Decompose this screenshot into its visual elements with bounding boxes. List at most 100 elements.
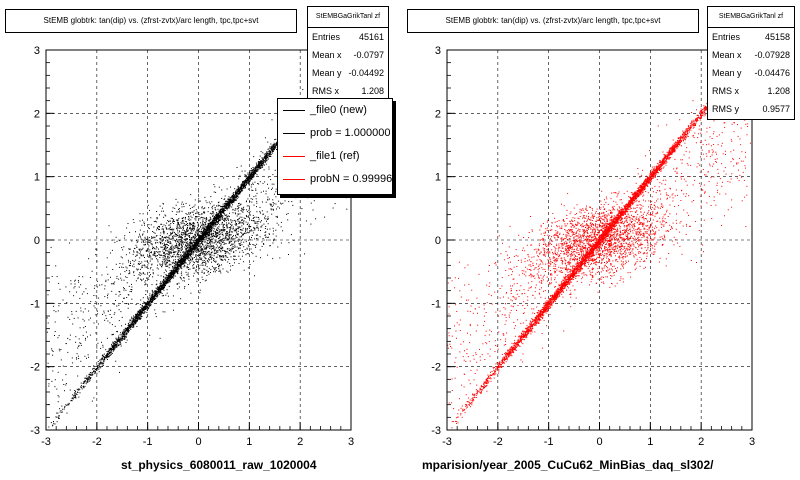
data-point [269,152,271,154]
data-point [103,362,104,364]
data-point [143,278,144,280]
data-point [203,250,204,252]
data-point [121,247,123,249]
data-point [196,235,198,237]
data-point [252,172,254,174]
data-point [280,221,282,223]
data-point [307,197,309,199]
data-point [134,319,136,321]
data-point [207,234,209,236]
data-point [125,334,127,336]
data-point [155,313,157,315]
data-point [159,226,160,228]
data-point [222,203,224,205]
data-point [152,273,154,275]
data-point [269,147,271,149]
data-point [238,238,240,240]
data-point [206,247,207,249]
data-point [67,316,69,318]
data-point [189,231,191,233]
data-point [222,240,224,242]
data-point [253,244,255,246]
data-point [189,243,191,245]
data-point [178,263,180,265]
data-point [256,164,258,166]
data-point [244,184,246,186]
data-point [112,347,114,349]
data-point [209,247,211,249]
data-point [145,241,147,243]
data-point [189,243,191,245]
data-point [274,139,276,141]
data-point [240,243,242,245]
data-point [153,231,155,233]
data-point [186,228,188,230]
data-point [186,238,188,239]
data-point [174,259,176,261]
data-point [113,343,115,344]
data-point [223,220,225,222]
data-point [188,259,190,261]
data-point [253,174,255,176]
data-point [253,196,255,198]
data-point [247,216,249,217]
data-point [192,228,194,230]
data-point [111,324,113,326]
data-point [108,310,109,312]
data-point [133,326,135,328]
data-point [275,235,277,237]
data-point [143,307,145,309]
data-point [216,228,218,230]
data-point [215,235,217,237]
data-point [248,181,250,182]
data-point [232,236,233,238]
data-point [248,180,250,182]
data-point [249,178,250,180]
data-point [173,251,175,253]
data-point [163,242,165,244]
data-point [120,277,122,279]
data-point [91,400,93,402]
data-point [196,266,197,268]
data-point [224,204,225,206]
data-point [180,298,182,300]
data-point [205,251,207,253]
data-point [129,248,131,250]
data-point [96,369,98,371]
data-point [257,229,259,231]
data-point [167,295,169,297]
data-point [230,199,232,201]
data-point [89,379,91,381]
data-point [77,280,79,282]
data-point [265,152,267,154]
data-point [267,237,269,238]
data-point [212,247,214,249]
data-point [151,243,153,245]
data-point [120,256,122,258]
data-point [187,264,189,266]
data-point [177,224,179,226]
data-point [59,408,61,410]
data-point [149,253,150,255]
data-point [233,258,235,260]
data-point [129,252,131,254]
data-point [267,196,269,198]
data-point [121,316,123,318]
data-point [63,408,65,410]
data-point [180,262,182,264]
data-point [128,273,130,275]
data-point [226,238,228,240]
data-point [220,272,222,274]
data-point [219,236,221,238]
data-point [246,253,248,255]
data-point [197,264,199,265]
data-point [95,301,97,303]
data-point [133,318,135,320]
data-point [136,317,138,319]
data-point [125,289,127,291]
data-point [169,248,171,250]
data-point [260,221,261,223]
data-point [127,329,129,331]
data-point [168,278,170,280]
data-point [164,259,166,261]
